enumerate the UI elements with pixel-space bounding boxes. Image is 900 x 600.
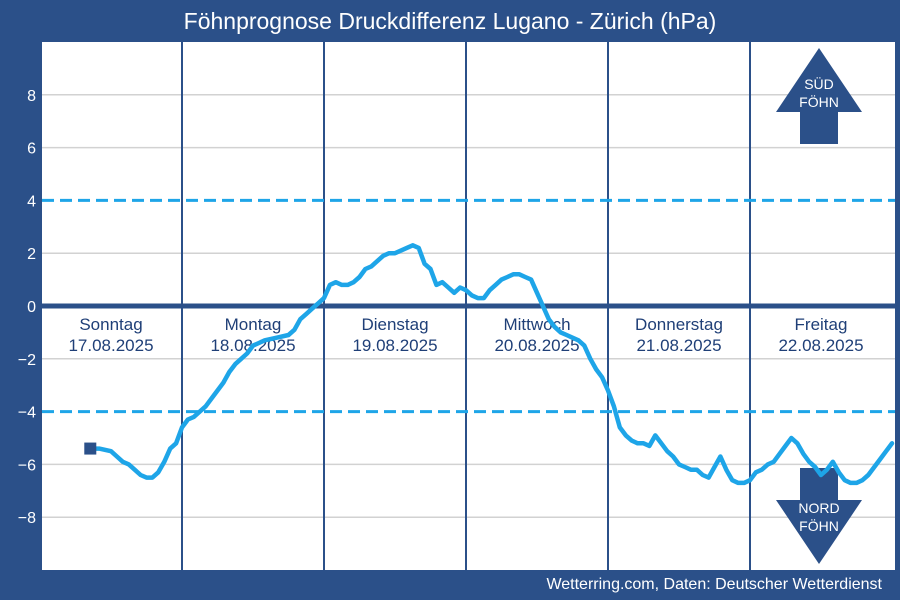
credit-text: Wetterring.com, Daten: Deutscher Wetterd… xyxy=(546,576,882,593)
y-tick-label: −8 xyxy=(18,510,36,527)
day-date-label: 17.08.2025 xyxy=(68,336,153,355)
y-axis: 8 6 4 2 0 −2 −4 −6 −8 xyxy=(18,88,36,527)
arrow-up-shape xyxy=(776,48,862,144)
day-date-label: 22.08.2025 xyxy=(778,336,863,355)
y-tick-label: −6 xyxy=(18,457,36,474)
day-date-label: 20.08.2025 xyxy=(494,336,579,355)
day-labels: Sonntag17.08.2025Montag18.08.2025Diensta… xyxy=(68,315,863,355)
y-tick-label: 0 xyxy=(27,299,36,316)
arrow-down-shape xyxy=(776,468,862,564)
arrow-up-label-2: FÖHN xyxy=(799,93,839,110)
day-name-label: Dienstag xyxy=(361,315,428,334)
day-name-label: Sonntag xyxy=(79,315,142,334)
day-name-label: Donnerstag xyxy=(635,315,723,334)
day-name-label: Montag xyxy=(225,315,282,334)
day-date-label: 19.08.2025 xyxy=(352,336,437,355)
arrow-down-label-2: FÖHN xyxy=(799,517,839,534)
series-start-marker xyxy=(84,442,97,455)
day-name-label: Freitag xyxy=(795,315,848,334)
grid-layer xyxy=(42,42,895,570)
y-tick-label: 2 xyxy=(27,246,36,263)
series-line xyxy=(88,243,895,486)
series-layer xyxy=(84,243,895,486)
day-date-label: 21.08.2025 xyxy=(636,336,721,355)
arrow-down-label-1: NORD xyxy=(798,500,839,516)
y-tick-label: −2 xyxy=(18,352,36,369)
y-tick-label: −4 xyxy=(18,405,36,422)
arrow-up-label-1: SÜD xyxy=(804,75,834,92)
y-tick-label: 4 xyxy=(27,193,36,210)
y-tick-label: 6 xyxy=(27,141,36,158)
chart-title: Föhnprognose Druckdifferenz Lugano - Zür… xyxy=(183,8,717,34)
y-tick-label: 8 xyxy=(27,88,36,105)
day-name-label: Mittwoch xyxy=(503,315,570,334)
